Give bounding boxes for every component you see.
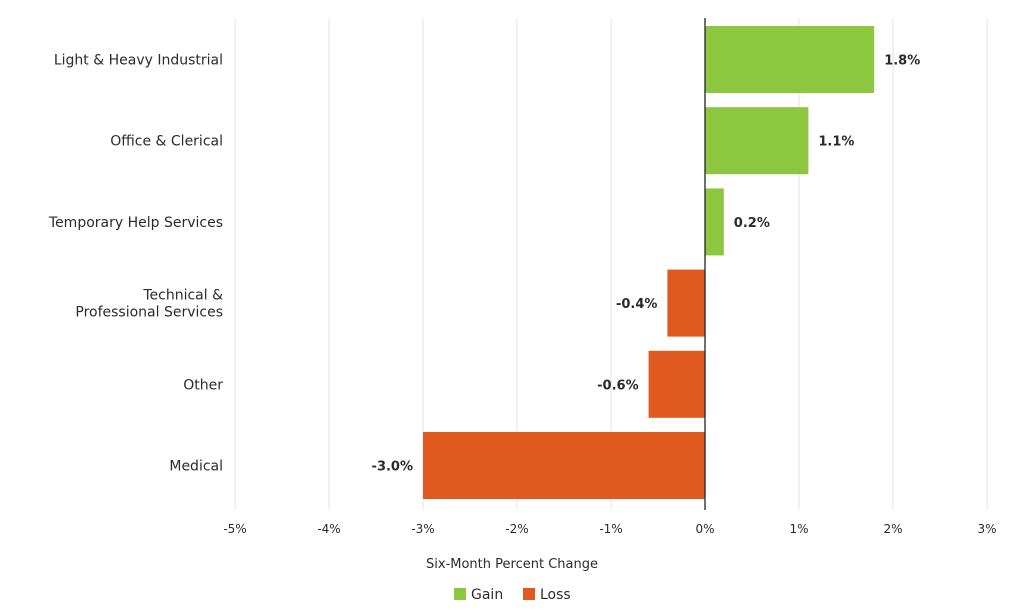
x-tick-label: -4% — [317, 522, 340, 536]
category-labels: Light & Heavy Industrial Office & Clerica… — [48, 53, 223, 475]
x-tick-label: -3% — [411, 522, 434, 536]
x-tick-label: -5% — [223, 522, 246, 536]
x-tick-label: 0% — [695, 522, 714, 536]
x-tick-labels: -5% -4% -3% -2% -1% 0% 1% 2% 3% — [223, 522, 996, 536]
legend-swatch — [523, 588, 535, 600]
category-label: Office & Clerical — [110, 134, 223, 150]
legend-swatch — [454, 588, 466, 600]
value-label: -3.0% — [372, 460, 413, 475]
value-label: -0.6% — [597, 378, 638, 393]
legend: Gain Loss — [454, 587, 571, 603]
legend-label: Loss — [540, 587, 571, 603]
category-label-line: Light & Heavy Industrial — [54, 53, 223, 69]
category-label: Technical & Professional Services — [75, 288, 223, 321]
x-tick-label: 2% — [883, 522, 902, 536]
bars — [423, 26, 875, 499]
legend-label: Gain — [471, 587, 503, 603]
value-label: 0.2% — [734, 216, 770, 231]
category-label-line: Temporary Help Services — [48, 215, 223, 231]
category-label: Light & Heavy Industrial — [54, 53, 223, 69]
category-label: Temporary Help Services — [48, 215, 223, 231]
category-label: Medical — [169, 459, 223, 475]
value-label: 1.1% — [818, 135, 854, 150]
x-tick-label: 3% — [977, 522, 996, 536]
bar — [667, 269, 705, 337]
gridlines — [234, 18, 988, 510]
bar — [705, 26, 875, 93]
value-label: 1.8% — [884, 54, 920, 69]
x-tick-label: -2% — [505, 522, 528, 536]
category-label-line: Medical — [169, 459, 223, 475]
value-labels: 1.8% 1.1% 0.2% -0.4% -0.6% -3.0% — [372, 54, 921, 475]
category-label: Other — [183, 377, 223, 393]
x-axis-title: Six-Month Percent Change — [426, 557, 598, 572]
category-label-line: Office & Clerical — [110, 134, 223, 150]
bar — [705, 107, 809, 175]
category-label-line: Professional Services — [75, 305, 223, 321]
x-tick-label: -1% — [599, 522, 622, 536]
category-label-line: Other — [183, 377, 223, 393]
bar — [705, 188, 724, 256]
bar — [423, 432, 705, 499]
value-label: -0.4% — [616, 297, 657, 312]
bar — [648, 350, 705, 418]
category-label-line: Technical & — [142, 288, 223, 304]
x-tick-label: 1% — [789, 522, 808, 536]
